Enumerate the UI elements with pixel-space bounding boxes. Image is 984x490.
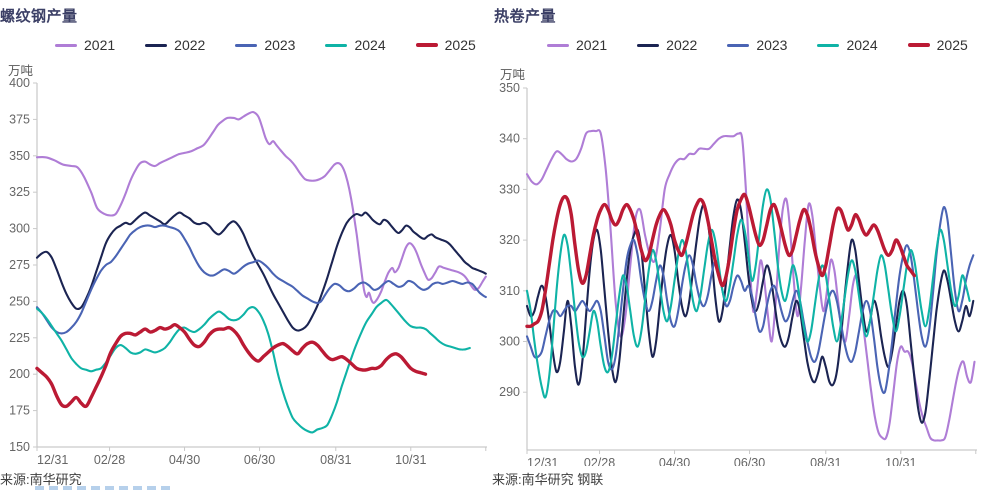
x-tick-label: 06/30 xyxy=(734,456,765,466)
y-tick-label: 290 xyxy=(499,385,520,399)
x-tick-label: 04/30 xyxy=(659,456,690,466)
legend-swatch-2024 xyxy=(325,43,348,47)
x-tick-label: 10/31 xyxy=(885,456,916,466)
x-tick-label: 02/28 xyxy=(94,453,125,466)
rebar-chart-panel: 螺纹钢产量 2021 2022 2023 2024 2025 万吨 150 175 200 2… xyxy=(0,8,487,490)
y-tick-label: 300 xyxy=(9,222,30,236)
series-line-2024 xyxy=(35,298,471,434)
hotcoil-legend: 2021 2022 2023 2024 2025 xyxy=(547,37,968,53)
legend-item-2025[interactable]: 2025 xyxy=(415,37,476,53)
y-tick-label: 175 xyxy=(9,404,30,418)
legend-swatch-2025 xyxy=(907,43,930,47)
hotcoil-chart-panel: 热卷产量 2021 2022 2023 2024 2025 万吨 290 300 310 32… xyxy=(492,0,984,490)
y-tick-label: 320 xyxy=(499,233,520,247)
legend-item-2021[interactable]: 2021 xyxy=(547,37,607,53)
legend-label: 2022 xyxy=(174,37,206,53)
y-tick-label: 200 xyxy=(9,367,30,381)
y-tick-label: 375 xyxy=(9,112,30,126)
y-tick-label: 310 xyxy=(499,284,520,298)
y-tick-label: 325 xyxy=(9,185,30,199)
legend-item-2021[interactable]: 2021 xyxy=(55,37,115,53)
x-tick-label: 12/31 xyxy=(37,453,68,466)
legend-swatch-2022 xyxy=(145,43,168,47)
y-tick-label: 350 xyxy=(499,81,520,95)
x-tick-label: 04/30 xyxy=(169,453,200,466)
y-tick-label: 400 xyxy=(9,76,30,90)
legend-label: 2022 xyxy=(666,37,698,53)
y-tick-label: 275 xyxy=(9,258,30,272)
legend-label: 2023 xyxy=(756,37,788,53)
legend-swatch-2025 xyxy=(415,43,438,47)
x-tick-label: 08/31 xyxy=(810,456,841,466)
series-line-2023 xyxy=(35,224,487,335)
legend-swatch-2024 xyxy=(817,43,840,47)
x-tick-label: 06/30 xyxy=(244,453,275,466)
x-tick-label: 12/31 xyxy=(527,456,558,466)
rebar-source-text: 来源:南华研究 xyxy=(0,472,82,487)
series-line-2021 xyxy=(35,110,487,304)
legend-label: 2025 xyxy=(936,37,968,53)
x-tick-label: 10/31 xyxy=(395,453,426,466)
y-tick-label: 150 xyxy=(9,440,30,454)
hotcoil-source-text: 来源:南华研究 钢联 xyxy=(492,472,604,487)
x-tick-label: 02/28 xyxy=(584,456,615,466)
y-tick-label: 350 xyxy=(9,149,30,163)
legend-swatch-2021 xyxy=(547,43,569,47)
clipped-text-fragment xyxy=(35,486,170,490)
hotcoil-line-chart: 290 300 310 320 330 340 350 12/31 02/28 04/30 06/3… xyxy=(499,81,977,466)
series-line-2025 xyxy=(35,323,428,409)
series-line-2023 xyxy=(525,206,975,395)
legend-item-2022[interactable]: 2022 xyxy=(637,37,697,53)
x-tick-label: 08/31 xyxy=(320,453,351,466)
legend-item-2025[interactable]: 2025 xyxy=(907,37,968,53)
series-line-2025 xyxy=(525,192,916,329)
legend-swatch-2023 xyxy=(235,43,258,47)
legend-swatch-2022 xyxy=(637,43,660,47)
y-tick-label: 225 xyxy=(9,331,30,345)
legend-item-2023[interactable]: 2023 xyxy=(727,37,787,53)
rebar-y-axis-unit: 万吨 xyxy=(8,64,34,78)
y-tick-label: 340 xyxy=(499,132,520,146)
series-line-2021 xyxy=(525,129,976,442)
rebar-chart-title: 螺纹钢产量 xyxy=(0,8,78,25)
legend-label: 2021 xyxy=(576,37,608,53)
legend-item-2024[interactable]: 2024 xyxy=(325,37,386,53)
legend-label: 2024 xyxy=(354,37,386,53)
legend-label: 2024 xyxy=(846,37,878,53)
y-tick-label: 250 xyxy=(9,294,30,308)
series-line-2022 xyxy=(35,211,487,332)
legend-label: 2023 xyxy=(264,37,296,53)
legend-swatch-2023 xyxy=(727,43,750,47)
series-line-2024 xyxy=(525,188,971,399)
legend-label: 2021 xyxy=(84,37,116,53)
hotcoil-y-axis-unit: 万吨 xyxy=(500,68,526,82)
y-tick-label: 330 xyxy=(499,182,520,196)
hotcoil-chart-title: 热卷产量 xyxy=(494,8,557,25)
legend-item-2023[interactable]: 2023 xyxy=(235,37,295,53)
legend-item-2024[interactable]: 2024 xyxy=(817,37,878,53)
rebar-line-chart: 150 175 200 225 250 275 300 325 350 375 400 12/31 02… xyxy=(9,76,487,466)
legend-swatch-2021 xyxy=(55,43,77,47)
legend-label: 2025 xyxy=(444,37,476,53)
y-tick-label: 300 xyxy=(499,335,520,349)
legend-item-2022[interactable]: 2022 xyxy=(145,37,205,53)
rebar-legend: 2021 2022 2023 2024 2025 xyxy=(55,37,476,53)
